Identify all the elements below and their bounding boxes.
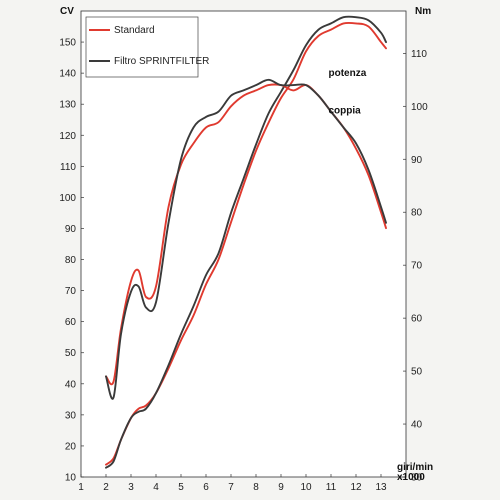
series-line-filtro-sprintfilter-potenza	[105, 15, 387, 469]
left-tick-label: 30	[65, 410, 77, 421]
x-tick-label: 1	[78, 482, 84, 493]
right-axis-title: Nm	[415, 6, 431, 17]
annotation-potenza: potenza	[329, 68, 367, 79]
legend-label-standard: Standard	[114, 25, 155, 36]
data-curves	[105, 15, 387, 469]
left-tick-label: 130	[59, 100, 76, 111]
x-tick-label: 11	[326, 482, 337, 493]
left-tick-label: 100	[59, 193, 76, 204]
x-tick-label: 13	[375, 482, 387, 493]
right-tick-label: 40	[411, 420, 423, 431]
left-tick-label: 140	[59, 69, 76, 80]
x-tick-label: 7	[228, 482, 234, 493]
x-tick-label: 8	[253, 482, 259, 493]
right-tick-label: 70	[411, 261, 423, 272]
right-tick-label: 50	[411, 367, 423, 378]
left-tick-label: 110	[60, 162, 76, 173]
right-axis-ticks: 30 40 50 60 70 80 90 100 110	[403, 49, 428, 484]
legend-box	[85, 16, 199, 78]
right-tick-label: 100	[411, 102, 428, 113]
right-tick-label: 90	[411, 155, 423, 166]
x-axis-title: giri/min x1000	[397, 462, 433, 483]
left-tick-label: 50	[65, 348, 77, 359]
annotation-coppia: coppia	[329, 106, 362, 117]
right-tick-label: 110	[411, 49, 427, 60]
left-tick-label: 150	[59, 38, 76, 49]
left-tick-label: 40	[65, 379, 77, 390]
x-tick-label: 12	[350, 482, 362, 493]
left-axis-title: CV	[60, 6, 74, 17]
left-tick-label: 20	[65, 441, 77, 452]
legend-label-sprintfilter: Filtro SPRINTFILTER	[114, 56, 209, 67]
x-tick-label: 10	[300, 482, 312, 493]
right-tick-label: 80	[411, 208, 423, 219]
left-tick-label: 90	[65, 224, 77, 235]
series-line-filtro-sprintfilter-coppia	[105, 78, 387, 400]
left-tick-label: 80	[65, 255, 77, 266]
right-tick-label: 30	[411, 473, 423, 484]
x-tick-label: 9	[278, 482, 284, 493]
series-line-standard-potenza	[105, 21, 387, 466]
left-tick-label: 120	[59, 131, 76, 142]
x-tick-label: 2	[103, 482, 109, 493]
x-tick-label: 6	[203, 482, 209, 493]
right-tick-label: 60	[411, 314, 423, 325]
legend: Standard Filtro SPRINTFILTER	[85, 16, 209, 78]
x-tick-label: 3	[128, 482, 134, 493]
x-tick-label: 5	[178, 482, 184, 493]
left-tick-label: 70	[65, 286, 77, 297]
left-tick-label: 60	[65, 317, 77, 328]
plot-frame	[80, 10, 407, 478]
x-axis-ticks: 1 2 3 4 5 6 7 8 9 10 11 12 13	[78, 474, 387, 493]
x-tick-label: 4	[153, 482, 159, 493]
left-axis-ticks: 10 20 30 40 50 60 70 80 90 100 110 120 130 140 150	[59, 38, 84, 484]
left-tick-label: 10	[65, 473, 77, 484]
